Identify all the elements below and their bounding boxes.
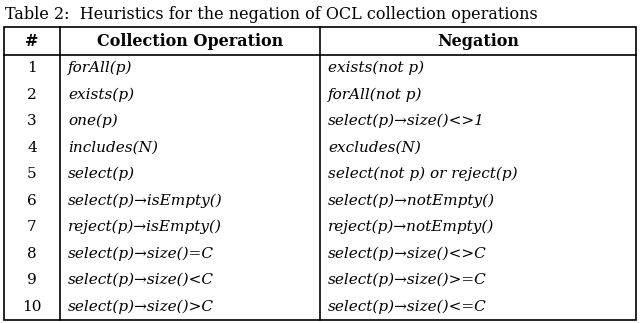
Text: select(p)→size()<>C: select(p)→size()<>C [328, 246, 487, 261]
Text: 4: 4 [27, 141, 37, 155]
Text: select(p)→size()>C: select(p)→size()>C [68, 299, 214, 314]
Text: select(p): select(p) [68, 167, 135, 182]
Text: one(p): one(p) [68, 114, 118, 129]
Text: 3: 3 [27, 114, 37, 128]
Text: #: # [25, 33, 39, 49]
Text: reject(p)→isEmpty(): reject(p)→isEmpty() [68, 220, 222, 234]
Text: select(p)→size()<=C: select(p)→size()<=C [328, 299, 487, 314]
Text: Table 2:  Heuristics for the negation of OCL collection operations: Table 2: Heuristics for the negation of … [5, 6, 538, 23]
Text: 10: 10 [22, 300, 42, 314]
Text: select(p)→notEmpty(): select(p)→notEmpty() [328, 193, 495, 208]
Text: forAll(p): forAll(p) [68, 61, 132, 76]
Text: includes(N): includes(N) [68, 141, 158, 155]
Text: exists(p): exists(p) [68, 88, 134, 102]
Text: 2: 2 [27, 88, 37, 102]
Text: select(p)→size()=C: select(p)→size()=C [68, 246, 214, 261]
Text: excludes(N): excludes(N) [328, 141, 421, 155]
Text: 9: 9 [27, 273, 37, 287]
Text: select(p)→size()<C: select(p)→size()<C [68, 273, 214, 287]
Text: select(not p) or reject(p): select(not p) or reject(p) [328, 167, 518, 182]
Text: reject(p)→notEmpty(): reject(p)→notEmpty() [328, 220, 494, 234]
Text: 5: 5 [27, 167, 37, 181]
Text: 1: 1 [27, 61, 37, 75]
Text: select(p)→isEmpty(): select(p)→isEmpty() [68, 193, 223, 208]
Text: exists(not p): exists(not p) [328, 61, 424, 76]
Text: Collection Operation: Collection Operation [97, 33, 283, 49]
Text: Negation: Negation [437, 33, 519, 49]
Text: 8: 8 [27, 247, 37, 261]
Text: 6: 6 [27, 194, 37, 208]
Text: select(p)→size()<>1: select(p)→size()<>1 [328, 114, 485, 129]
Text: select(p)→size()>=C: select(p)→size()>=C [328, 273, 487, 287]
Text: forAll(not p): forAll(not p) [328, 88, 422, 102]
Text: 7: 7 [27, 220, 37, 234]
